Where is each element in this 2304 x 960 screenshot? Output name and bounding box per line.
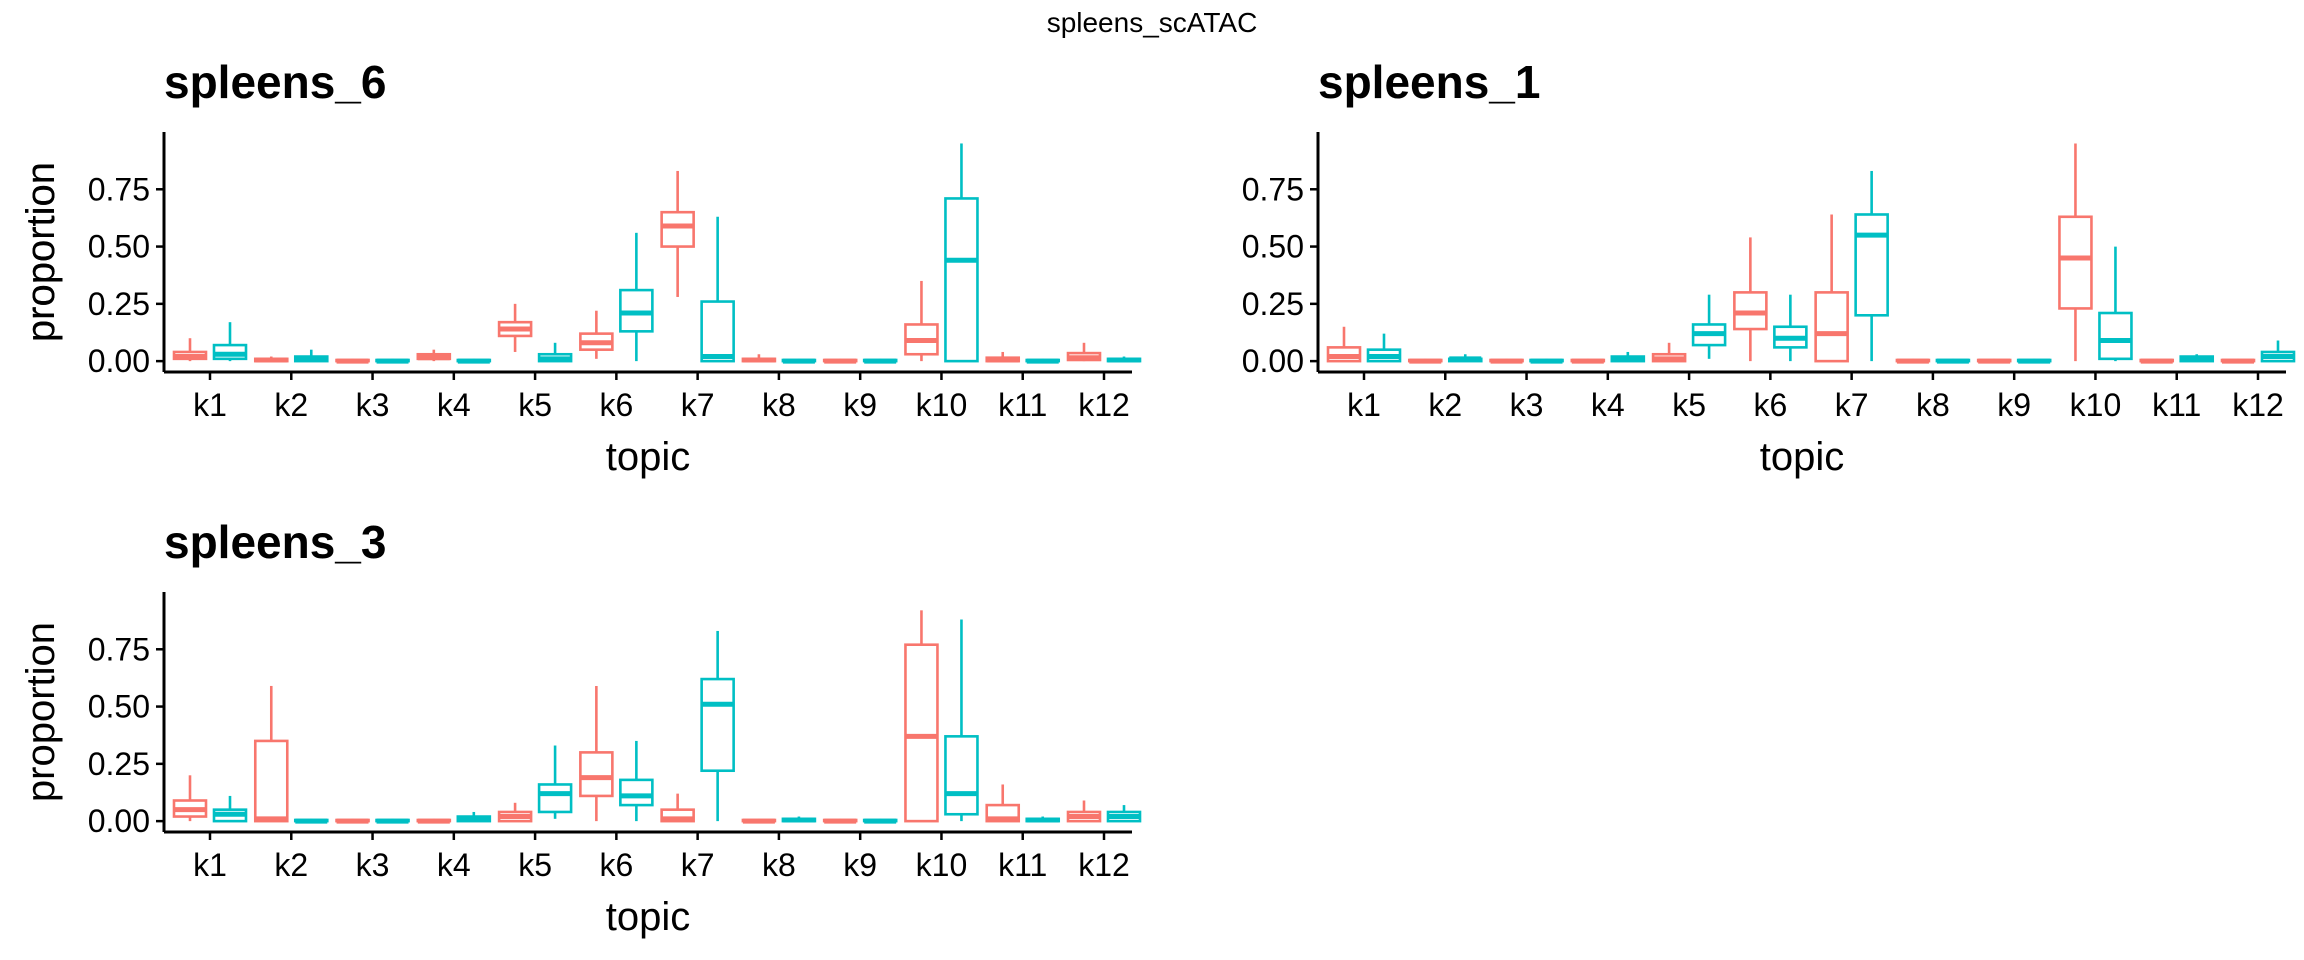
figure-title: spleens_scATAC — [1047, 7, 1258, 38]
x-tick-label: k3 — [356, 387, 390, 423]
x-tick-label: k6 — [599, 847, 633, 883]
x-tick-label: k3 — [1510, 387, 1544, 423]
x-tick-label: k11 — [2152, 387, 2201, 423]
x-tick-label: k4 — [437, 387, 471, 423]
y-tick-label: 0.00 — [88, 803, 150, 839]
y-tick-label: 0.75 — [88, 631, 150, 667]
y-tick-label: 0.00 — [1242, 343, 1304, 379]
x-tick-label: k8 — [1916, 387, 1950, 423]
x-tick-label: k1 — [1347, 387, 1381, 423]
box-body — [944, 735, 979, 816]
box-body — [2098, 311, 2133, 361]
x-axis-title: topic — [606, 435, 691, 479]
x-tick-label: k2 — [274, 847, 308, 883]
box-body — [537, 783, 573, 814]
y-tick-label: 0.75 — [1242, 171, 1304, 207]
x-tick-label: k11 — [998, 847, 1047, 883]
x-tick-label: k10 — [2070, 387, 2122, 423]
x-tick-label: k6 — [599, 387, 633, 423]
x-tick-label: k10 — [916, 387, 968, 423]
y-tick-label: 0.50 — [88, 689, 150, 725]
panel-title: spleens_1 — [1318, 56, 1540, 108]
box-body — [2058, 215, 2093, 310]
x-tick-label: k5 — [1672, 387, 1706, 423]
x-tick-label: k1 — [193, 847, 227, 883]
y-axis-title: proportion — [19, 162, 63, 342]
x-tick-label: k6 — [1753, 387, 1787, 423]
box-body — [579, 751, 614, 798]
y-tick-label: 0.50 — [88, 229, 150, 265]
x-tick-label: k5 — [518, 847, 552, 883]
x-tick-label: k2 — [1428, 387, 1462, 423]
x-tick-label: k12 — [1078, 847, 1130, 883]
x-tick-label: k5 — [518, 387, 552, 423]
box-body — [700, 300, 735, 363]
x-tick-label: k1 — [193, 387, 227, 423]
x-tick-label: k8 — [762, 387, 796, 423]
panel-title: spleens_6 — [164, 56, 386, 108]
box-body — [619, 778, 654, 807]
x-axis-title: topic — [1760, 435, 1845, 479]
x-tick-label: k4 — [1591, 387, 1625, 423]
x-tick-label: k9 — [843, 847, 877, 883]
box-body — [700, 677, 735, 773]
x-tick-label: k8 — [762, 847, 796, 883]
x-tick-label: k3 — [356, 847, 390, 883]
panel-title: spleens_3 — [164, 516, 386, 568]
x-tick-label: k7 — [1835, 387, 1869, 423]
y-axis-title: proportion — [19, 622, 63, 802]
y-tick-label: 0.25 — [88, 286, 150, 322]
y-tick-label: 0.00 — [88, 343, 150, 379]
x-tick-label: k4 — [437, 847, 471, 883]
box-body — [660, 210, 695, 248]
box-body — [944, 197, 979, 363]
box-body — [904, 643, 939, 823]
x-tick-label: k12 — [2232, 387, 2284, 423]
x-tick-label: k2 — [274, 387, 308, 423]
y-tick-label: 0.25 — [1242, 286, 1304, 322]
y-tick-label: 0.25 — [88, 746, 150, 782]
y-tick-label: 0.75 — [88, 171, 150, 207]
y-tick-label: 0.50 — [1242, 229, 1304, 265]
x-tick-label: k9 — [1997, 387, 2031, 423]
box-body — [253, 739, 289, 823]
box-body — [1814, 291, 1849, 363]
x-tick-label: k7 — [681, 847, 715, 883]
x-axis-title: topic — [606, 895, 691, 939]
x-tick-label: k12 — [1078, 387, 1130, 423]
x-tick-label: k11 — [998, 387, 1047, 423]
y-axis-title: proportion — [19, 162, 63, 342]
x-tick-label: k9 — [843, 387, 877, 423]
x-tick-label: k10 — [916, 847, 968, 883]
x-tick-label: k7 — [681, 387, 715, 423]
box-body — [1854, 213, 1889, 317]
